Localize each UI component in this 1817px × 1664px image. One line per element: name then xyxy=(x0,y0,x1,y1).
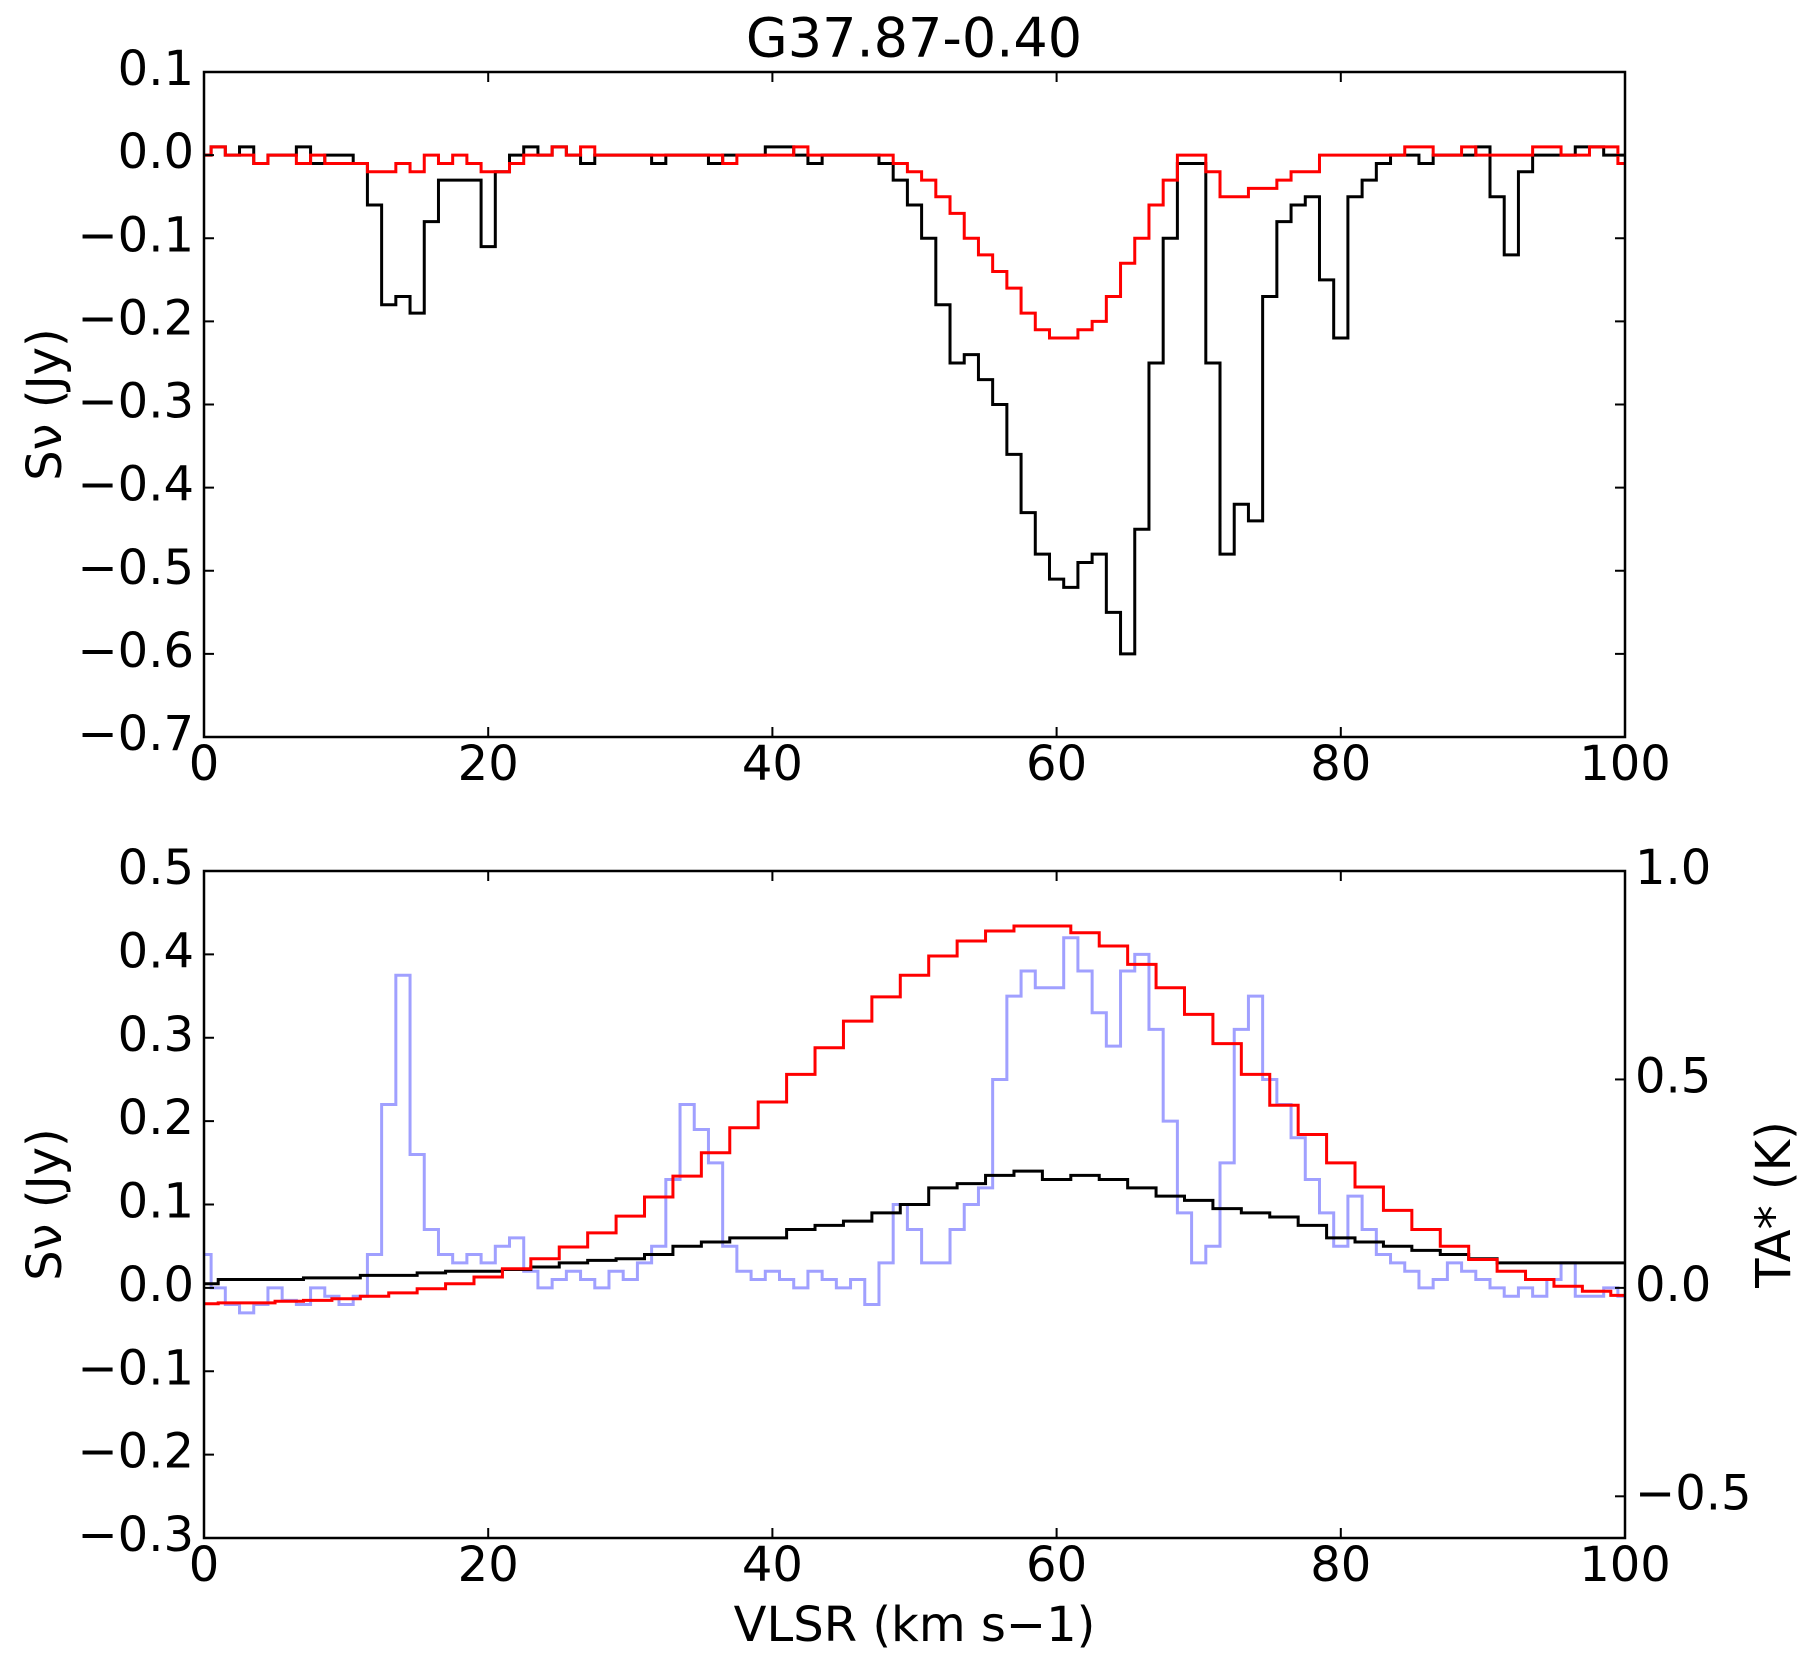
x-tick-label: 40 xyxy=(742,1537,803,1593)
chart-title: G37.87-0.40 xyxy=(746,7,1082,70)
y-tick-label: 0.0 xyxy=(118,1257,194,1313)
y-axis-label: Sν (Jy) xyxy=(17,1128,73,1281)
y-tick-label: 0.2 xyxy=(118,1090,194,1146)
spectrum-line xyxy=(204,1169,1625,1286)
y-tick-label: −0.1 xyxy=(77,1340,194,1396)
y-tick-label: −0.3 xyxy=(77,1507,194,1563)
x-tick-label: 20 xyxy=(458,736,519,792)
y-tick-label: −0.2 xyxy=(77,1424,194,1480)
y-tick-label: −0.6 xyxy=(77,623,194,679)
y-tick-label: −0.5 xyxy=(77,540,194,596)
x-tick-label: 100 xyxy=(1579,1537,1671,1593)
y-tick-label: 0.0 xyxy=(118,124,194,180)
spectrum-line xyxy=(204,145,1625,340)
spectrum-line xyxy=(204,145,1625,656)
y2-axis-label: TA* (K) xyxy=(1746,1121,1802,1289)
y-axis-label: Sν (Jy) xyxy=(17,328,73,481)
spectrum-line xyxy=(204,936,1625,1315)
x-tick-label: 80 xyxy=(1310,736,1371,792)
x-tick-label: 0 xyxy=(189,736,220,792)
y-tick-label: −0.3 xyxy=(77,374,194,430)
y-tick-label: 0.1 xyxy=(118,41,194,97)
spectrum-line xyxy=(204,924,1625,1306)
x-tick-label: 0 xyxy=(189,1537,220,1593)
y-tick-label: −0.2 xyxy=(77,290,194,346)
y-tick-label: −0.4 xyxy=(77,457,194,513)
x-tick-label: 60 xyxy=(1026,1537,1087,1593)
x-tick-label: 40 xyxy=(742,736,803,792)
y-tick-label: 0.3 xyxy=(118,1007,194,1063)
y2-tick-label: 0.5 xyxy=(1635,1048,1711,1104)
x-tick-label: 60 xyxy=(1026,736,1087,792)
x-tick-label: 80 xyxy=(1310,1537,1371,1593)
y2-tick-label: −0.5 xyxy=(1635,1465,1752,1521)
x-tick-label: 100 xyxy=(1579,736,1671,792)
x-tick-label: 20 xyxy=(458,1537,519,1593)
y-tick-label: 0.4 xyxy=(118,923,194,979)
y-tick-label: 0.1 xyxy=(118,1174,194,1230)
y-tick-label: −0.7 xyxy=(77,706,194,762)
y-tick-label: 0.5 xyxy=(118,840,194,896)
x-axis-label: VLSR (km s−1) xyxy=(734,1597,1096,1653)
y2-tick-label: 1.0 xyxy=(1635,840,1711,896)
y-tick-label: −0.1 xyxy=(77,207,194,263)
y2-tick-label: 0.0 xyxy=(1635,1257,1711,1313)
